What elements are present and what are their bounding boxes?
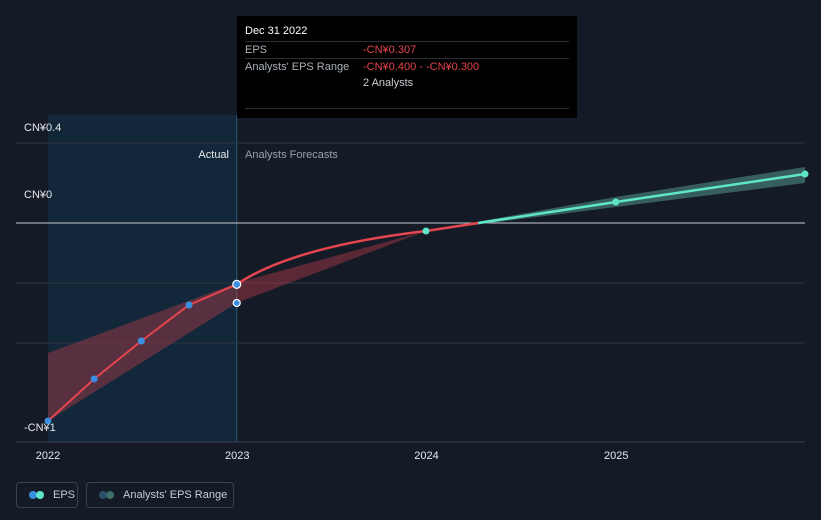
tooltip-date: Dec 31 2022 <box>245 25 308 37</box>
x-tick-label: 2024 <box>414 450 438 462</box>
range-low-point <box>232 298 241 308</box>
tooltip-divider <box>245 108 569 109</box>
eps-points <box>44 170 809 425</box>
range-band-near <box>236 231 426 303</box>
legend-range-label: Analysts' EPS Range <box>123 489 228 501</box>
legend-range[interactable]: Analysts' EPS Range <box>86 482 234 508</box>
y-tick-label: -CN¥1 <box>24 422 56 434</box>
legend-eps-label: EPS <box>53 489 76 501</box>
tooltip-eps-row: EPS -CN¥0.307 <box>245 41 569 59</box>
actual-period-shade <box>48 115 237 442</box>
y-tick-label: CN¥0.4 <box>24 122 61 134</box>
eps-line-forecast-negative <box>236 221 479 286</box>
tooltip-range-value: -CN¥0.400 - -CN¥0.300 <box>363 61 480 73</box>
eps-forecast-point <box>801 170 809 178</box>
x-axis-labels: 2022 2023 2024 2025 <box>36 450 629 462</box>
eps-actual-point <box>185 301 193 309</box>
eps-legend-icon <box>29 491 45 499</box>
eps-actual-point <box>44 417 52 425</box>
tooltip-range-row: Analysts' EPS Range -CN¥0.400 - -CN¥0.30… <box>245 58 569 76</box>
eps-actual-point <box>232 279 242 289</box>
tooltip-eps-value: -CN¥0.307 <box>363 44 417 56</box>
y-axis-labels: CN¥0.4 CN¥0 -CN¥1 <box>24 122 61 434</box>
legend-eps[interactable]: EPS <box>16 482 78 508</box>
tooltip-range-label: Analysts' EPS Range <box>245 61 350 73</box>
eps-line-forecast-positive <box>478 172 806 225</box>
tooltip-analysts-row: 2 Analysts <box>245 75 569 92</box>
tooltip: Dec 31 2022 EPS -CN¥0.307 Analysts' EPS … <box>237 16 577 118</box>
x-tick-label: 2022 <box>36 450 60 462</box>
actual-label: Actual <box>198 149 229 161</box>
range-legend-icon <box>99 491 115 499</box>
eps-forecast-point <box>612 198 620 206</box>
forecast-label: Analysts Forecasts <box>245 149 338 161</box>
tooltip-analysts: 2 Analysts <box>363 77 414 89</box>
range-band-actual <box>48 283 237 421</box>
gridlines <box>16 115 805 443</box>
x-tick-label: 2023 <box>225 450 249 462</box>
eps-actual-point <box>137 337 145 345</box>
eps-forecast-point <box>422 227 430 235</box>
eps-actual-point <box>90 375 98 383</box>
tooltip-eps-label: EPS <box>245 44 268 56</box>
y-tick-label: CN¥0 <box>24 189 52 201</box>
x-tick-label: 2025 <box>604 450 628 462</box>
